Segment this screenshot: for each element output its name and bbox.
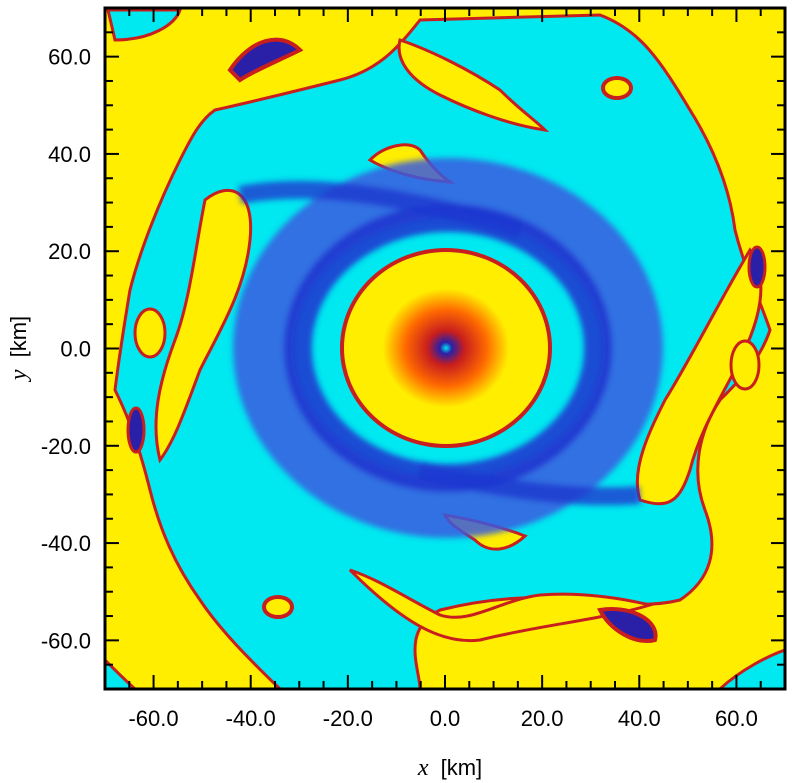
x-tick-label: 60.0 xyxy=(715,706,758,731)
axis-ticks xyxy=(105,8,785,689)
y-tick-label: -40.0 xyxy=(41,531,91,556)
y-tick-label: -20.0 xyxy=(41,434,91,459)
x-axis-label: x [km] xyxy=(417,755,482,781)
x-tick-label: 0.0 xyxy=(430,706,461,731)
x-tick-labels: -60.0 -40.0 -20.0 0.0 20.0 40.0 60.0 xyxy=(128,706,757,731)
x-tick-label: 40.0 xyxy=(618,706,661,731)
y-tick-label: 0.0 xyxy=(60,337,91,362)
y-tick-label: 40.0 xyxy=(48,142,91,167)
yellow-arm-west xyxy=(154,189,253,464)
yellow-arm-south xyxy=(348,568,656,643)
y-tick-label: 20.0 xyxy=(48,239,91,264)
cyan-corner-topleft xyxy=(106,8,183,42)
y-tick-label: -60.0 xyxy=(41,628,91,653)
x-tick-label: -20.0 xyxy=(323,706,373,731)
core-disk xyxy=(344,252,548,444)
x-tick-label: 20.0 xyxy=(521,706,564,731)
y-axis-label: y [km] xyxy=(6,316,32,382)
x-tick-label: -40.0 xyxy=(226,706,276,731)
yellow-island-west xyxy=(133,307,167,359)
yellow-island-east xyxy=(729,339,761,391)
dark-blue-blobs xyxy=(126,37,767,643)
y-tick-label: 60.0 xyxy=(48,45,91,70)
x-tick-label: -60.0 xyxy=(128,706,178,731)
heatmap-field xyxy=(105,8,785,689)
yellow-arm-north xyxy=(397,38,550,133)
blue-band xyxy=(233,158,663,538)
y-tick-labels: -60.0 -40.0 -20.0 0.0 20.0 40.0 60.0 xyxy=(41,45,91,654)
